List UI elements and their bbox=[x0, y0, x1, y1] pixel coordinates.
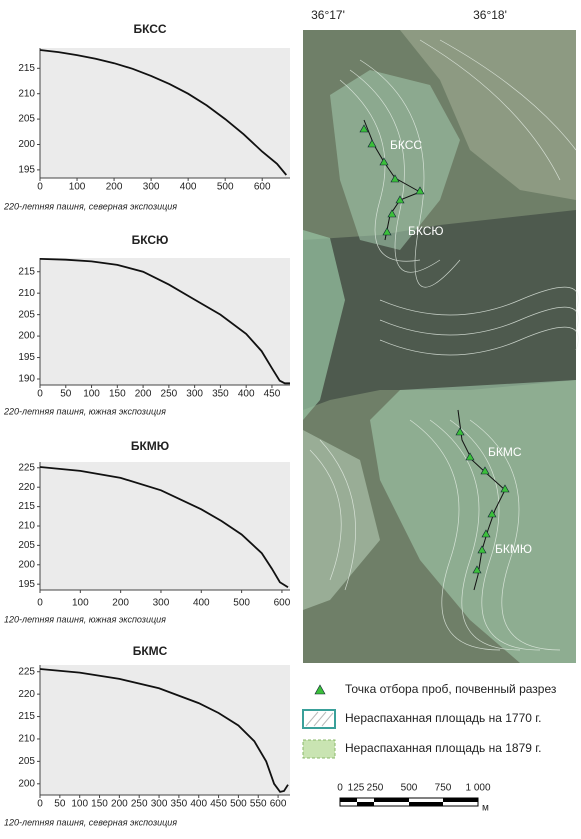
y-tick-label: 200 bbox=[18, 331, 35, 342]
legend-symbol bbox=[303, 740, 335, 758]
y-tick-label: 205 bbox=[18, 114, 35, 125]
y-tick-label: 215 bbox=[18, 266, 35, 277]
scale-label: 1 000 bbox=[465, 783, 490, 794]
scale-label: 750 bbox=[435, 783, 452, 794]
chart-title: БКМС bbox=[133, 644, 168, 658]
x-tick-label: 0 bbox=[37, 182, 43, 193]
x-tick-label: 100 bbox=[83, 389, 100, 400]
x-tick-label: 250 bbox=[131, 799, 148, 810]
y-tick-label: 195 bbox=[18, 165, 35, 176]
longitude-label: 36°17' bbox=[311, 8, 345, 22]
scale-label: 125 bbox=[348, 783, 365, 794]
x-tick-label: 500 bbox=[217, 182, 234, 193]
x-axis-caption: 220-летняя пашня, северная экспозиция bbox=[3, 201, 177, 211]
legend-symbol bbox=[315, 685, 325, 694]
x-tick-label: 600 bbox=[254, 182, 271, 193]
y-tick-label: 215 bbox=[18, 63, 35, 74]
y-tick-label: 210 bbox=[18, 521, 35, 532]
x-tick-label: 600 bbox=[270, 799, 287, 810]
x-axis-caption: 220-летняя пашня, южная экспозиция bbox=[3, 406, 166, 416]
site-label: БКМС bbox=[488, 445, 522, 459]
x-tick-label: 100 bbox=[71, 799, 88, 810]
plot-area bbox=[40, 258, 290, 385]
x-axis-caption: 120-летняя пашня, южная экспозиция bbox=[4, 614, 166, 624]
x-tick-label: 350 bbox=[171, 799, 188, 810]
y-tick-label: 200 bbox=[18, 559, 35, 570]
scale-unit: м bbox=[482, 803, 489, 814]
site-label: БКМЮ bbox=[495, 542, 532, 556]
x-tick-label: 100 bbox=[69, 182, 86, 193]
y-tick-label: 200 bbox=[18, 778, 35, 789]
chart-title: БКМЮ bbox=[131, 439, 169, 453]
x-tick-label: 500 bbox=[230, 799, 247, 810]
x-tick-label: 200 bbox=[135, 389, 152, 400]
x-tick-label: 0 bbox=[37, 799, 43, 810]
y-tick-label: 210 bbox=[18, 88, 35, 99]
x-tick-label: 350 bbox=[212, 389, 229, 400]
plot-area bbox=[40, 462, 290, 590]
x-tick-label: 400 bbox=[238, 389, 255, 400]
x-tick-label: 400 bbox=[190, 799, 207, 810]
x-tick-label: 400 bbox=[180, 182, 197, 193]
y-tick-label: 225 bbox=[18, 462, 35, 473]
map: БКСС БКСЮ БКМС БКМЮ 36°17' 36°18' Точка … bbox=[303, 8, 578, 813]
x-tick-label: 450 bbox=[264, 389, 281, 400]
x-tick-label: 150 bbox=[109, 389, 126, 400]
site-label: БКСС bbox=[390, 138, 422, 152]
longitude-label: 36°18' bbox=[473, 8, 507, 22]
chart-title: БКСС bbox=[133, 22, 166, 36]
x-tick-label: 200 bbox=[111, 799, 128, 810]
x-tick-label: 200 bbox=[106, 182, 123, 193]
page: БКСС БКСЮ БКМС БКМЮ 36°17' 36°18' Точка … bbox=[0, 0, 581, 834]
x-tick-label: 300 bbox=[143, 182, 160, 193]
legend-label: Нераспаханная площадь на 1879 г. bbox=[345, 741, 542, 755]
y-tick-label: 195 bbox=[18, 579, 35, 590]
x-tick-label: 300 bbox=[151, 799, 168, 810]
scale-label: 500 bbox=[401, 783, 418, 794]
x-tick-label: 550 bbox=[250, 799, 267, 810]
y-tick-label: 215 bbox=[18, 501, 35, 512]
x-tick-label: 500 bbox=[233, 598, 250, 609]
x-axis-caption: 120-летняя пашня, северная экспозиция bbox=[4, 817, 177, 827]
x-tick-label: 300 bbox=[186, 389, 203, 400]
scale-label: 0 bbox=[337, 783, 343, 794]
legend-symbol bbox=[303, 710, 335, 728]
x-tick-label: 400 bbox=[193, 598, 210, 609]
y-tick-label: 190 bbox=[18, 374, 35, 385]
x-tick-label: 0 bbox=[37, 389, 43, 400]
y-tick-label: 200 bbox=[18, 139, 35, 150]
y-tick-label: 220 bbox=[18, 689, 35, 700]
y-tick-label: 195 bbox=[18, 352, 35, 363]
y-tick-label: 210 bbox=[18, 734, 35, 745]
x-tick-label: 100 bbox=[72, 598, 89, 609]
x-tick-label: 50 bbox=[60, 389, 72, 400]
y-tick-label: 205 bbox=[18, 540, 35, 551]
x-tick-label: 300 bbox=[153, 598, 170, 609]
x-tick-label: 250 bbox=[161, 389, 178, 400]
x-tick-label: 150 bbox=[91, 799, 108, 810]
x-tick-label: 600 bbox=[274, 598, 291, 609]
y-tick-label: 205 bbox=[18, 309, 35, 320]
plot-area bbox=[40, 48, 290, 178]
y-tick-label: 205 bbox=[18, 756, 35, 767]
x-tick-label: 50 bbox=[54, 799, 66, 810]
scale-bar bbox=[340, 798, 478, 806]
y-tick-label: 225 bbox=[18, 666, 35, 677]
site-label: БКСЮ bbox=[408, 224, 444, 238]
y-tick-label: 220 bbox=[18, 482, 35, 493]
x-tick-label: 0 bbox=[37, 598, 43, 609]
y-tick-label: 215 bbox=[18, 711, 35, 722]
chart-title: БКСЮ bbox=[132, 233, 169, 247]
y-tick-label: 210 bbox=[18, 288, 35, 299]
legend-label: Нераспаханная площадь на 1770 г. bbox=[345, 711, 542, 725]
x-tick-label: 450 bbox=[210, 799, 227, 810]
legend-label: Точка отбора проб, почвенный разрез bbox=[345, 682, 557, 696]
plot-area bbox=[40, 665, 290, 795]
x-tick-label: 200 bbox=[112, 598, 129, 609]
field bbox=[303, 210, 576, 410]
scale-label: 250 bbox=[367, 783, 384, 794]
